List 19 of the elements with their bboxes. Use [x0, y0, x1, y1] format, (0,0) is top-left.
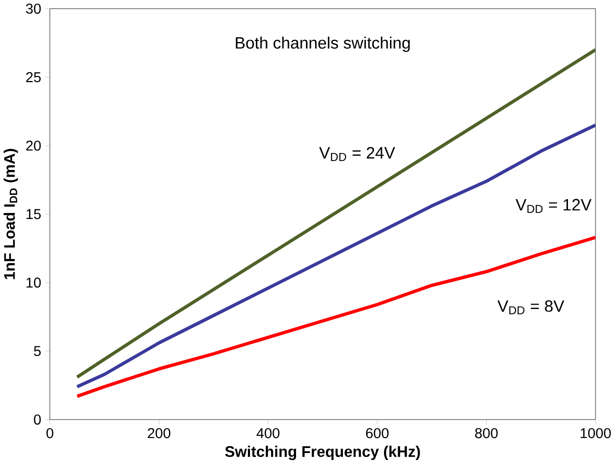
x-tick-label: 1000	[580, 428, 611, 438]
y-tick-label: 25	[26, 72, 41, 82]
x-tick-label: 600	[366, 428, 389, 438]
x-tick-label: 200	[148, 428, 170, 438]
series-label: V$_{DD}$ = 12V	[516, 199, 592, 214]
y-tick-label: 10	[26, 278, 41, 288]
x-axis-title: Switching Frequency (kHz)	[225, 446, 420, 460]
x-tick-label: 0	[46, 428, 54, 438]
x-tick-label: 400	[256, 428, 280, 438]
annotation: Both channels switching	[236, 36, 410, 52]
y-tick-label: 20	[26, 140, 41, 151]
y-tick-label: 0	[34, 414, 41, 425]
y-axis-title: 1nF Load I$_{DD}$ (mA)	[4, 149, 18, 280]
x-tick-label: 800	[475, 428, 498, 438]
y-tick-label: 5	[34, 346, 41, 356]
series-label: V$_{DD}$ = 24V	[319, 147, 396, 162]
series-label: V$_{DD}$ = 8V	[497, 300, 564, 314]
y-tick-label: 15	[26, 209, 41, 220]
y-tick-label: 30	[26, 4, 41, 14]
